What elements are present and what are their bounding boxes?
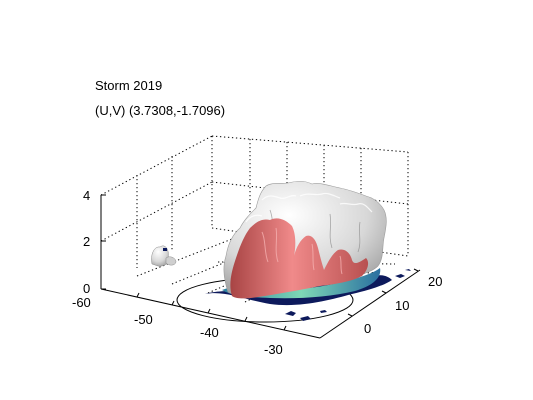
z-tick-label: 0 xyxy=(83,281,90,296)
uv-label: (U,V) xyxy=(95,103,126,118)
grid-left-top xyxy=(100,135,213,196)
uv-value: (3.7308,-1.7096) xyxy=(128,103,226,118)
grid-left-z2-a xyxy=(100,181,213,242)
tick-labels: 4 2 0 -60 -50 -40 -30 0 10 20 xyxy=(72,188,442,357)
inner-isosurface-texture xyxy=(261,227,343,275)
uv-readout: (U,V) (3.7308,-1.7096) xyxy=(95,103,225,118)
y-tick-label: 20 xyxy=(428,274,442,289)
x-axis-line xyxy=(100,288,321,339)
chart-title: Storm 2019 xyxy=(95,78,163,93)
outer-isosurface-texture xyxy=(245,192,373,223)
tick-marks xyxy=(101,194,419,331)
axis-lines xyxy=(100,195,421,339)
small-storm-cell xyxy=(151,245,177,267)
x-tick-label: -50 xyxy=(134,312,153,327)
z-tick-label: 4 xyxy=(83,188,90,203)
grid-floor-x-2 xyxy=(171,236,288,285)
grid-back-top xyxy=(211,135,409,153)
y-tick-label: 10 xyxy=(395,298,409,313)
inner-isosurface xyxy=(230,218,369,299)
x-tick-label: -60 xyxy=(72,295,91,310)
z-tick-label: 2 xyxy=(83,234,90,249)
x-tick-label: -30 xyxy=(264,342,283,357)
y-tick-label: 0 xyxy=(364,321,371,336)
x-tick-label: -40 xyxy=(200,325,219,340)
y-axis-line xyxy=(319,269,421,339)
ground-speckle xyxy=(240,269,411,321)
